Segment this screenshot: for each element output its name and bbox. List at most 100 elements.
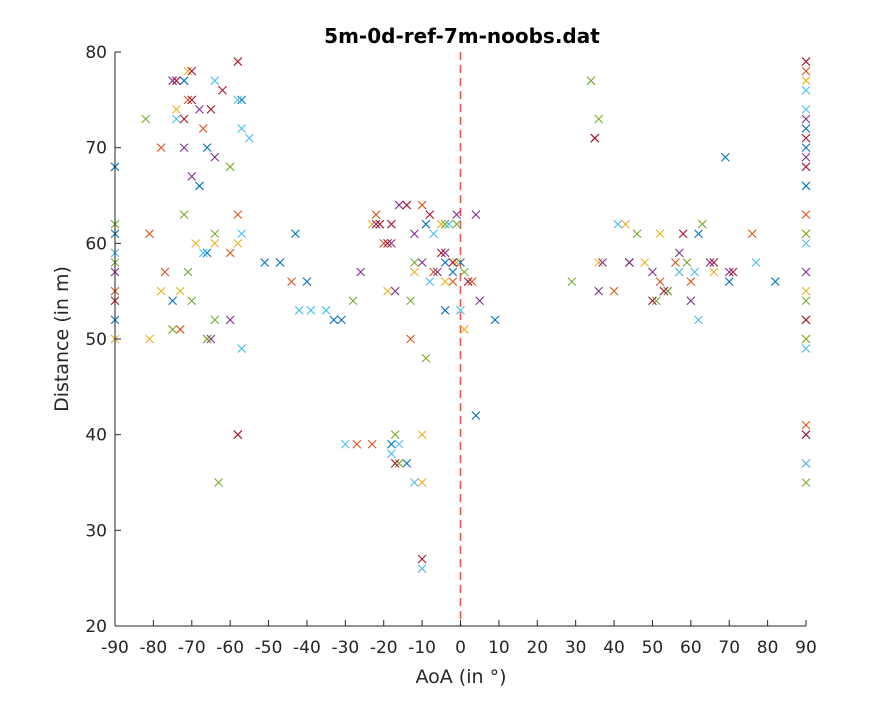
marker-stroke (168, 76, 177, 86)
data-point-x-marker (801, 334, 811, 344)
data-point-x-marker (225, 315, 235, 325)
marker-stroke (179, 143, 189, 153)
data-point-x-marker (421, 219, 431, 229)
data-point-x-marker (179, 143, 189, 153)
data-point-x-marker (141, 114, 151, 124)
x-tick-label: -50 (255, 638, 283, 658)
marker-stroke (179, 76, 189, 86)
data-point-x-marker (456, 258, 465, 267)
plot-area (115, 52, 806, 626)
marker-stroke (306, 305, 316, 315)
marker-stroke (674, 267, 684, 277)
marker-stroke (195, 105, 204, 114)
marker-stroke (747, 229, 757, 239)
marker-stroke (340, 439, 350, 449)
marker-stroke (801, 430, 811, 440)
marker-stroke (410, 478, 419, 487)
marker-stroke (724, 277, 734, 286)
data-point-x-marker (674, 248, 684, 258)
marker-stroke (198, 248, 208, 258)
data-point-x-marker (175, 286, 185, 296)
data-point-x-marker (387, 238, 396, 248)
data-point-x-marker (440, 258, 450, 267)
marker-stroke (206, 334, 216, 344)
marker-stroke (417, 554, 427, 564)
marker-stroke (709, 267, 719, 277)
data-point-x-marker (609, 286, 619, 296)
marker-stroke (801, 124, 811, 133)
data-point-x-marker (590, 133, 600, 143)
marker-stroke (187, 296, 197, 306)
data-point-x-marker (440, 277, 450, 286)
data-point-x-marker (183, 267, 193, 277)
marker-stroke (440, 258, 450, 267)
marker-stroke (202, 334, 212, 344)
data-point-x-marker (697, 219, 707, 229)
data-point-x-marker (145, 334, 154, 344)
marker-stroke (801, 66, 811, 76)
data-point-x-marker (436, 248, 446, 258)
marker-stroke (459, 325, 469, 334)
marker-stroke (429, 267, 439, 277)
data-point-x-marker (233, 57, 243, 66)
marker-stroke (751, 258, 761, 267)
marker-stroke (671, 258, 680, 267)
data-point-x-marker (390, 458, 400, 468)
marker-stroke (663, 286, 673, 296)
marker-stroke (394, 200, 404, 210)
data-point-x-marker (801, 105, 811, 114)
data-point-x-marker (471, 210, 481, 220)
data-point-x-marker (705, 258, 715, 267)
marker-stroke (225, 315, 235, 325)
x-tick-label: 90 (795, 638, 817, 658)
marker-stroke (156, 143, 166, 153)
marker-stroke (237, 95, 247, 105)
data-point-x-marker (801, 124, 811, 133)
data-point-x-marker (452, 210, 462, 220)
x-tick-label: -90 (101, 638, 129, 658)
x-tick-label: 80 (757, 638, 779, 658)
data-point-x-marker (475, 296, 485, 306)
marker-stroke (632, 229, 642, 239)
marker-stroke (452, 219, 462, 229)
data-point-x-marker (214, 478, 224, 487)
data-point-x-marker (640, 258, 650, 267)
data-point-x-marker (801, 143, 811, 153)
data-point-x-marker (390, 430, 400, 440)
marker-stroke (387, 439, 396, 449)
marker-stroke (436, 219, 446, 229)
marker-stroke (406, 296, 415, 306)
data-point-x-marker (244, 133, 254, 143)
data-point-x-marker (160, 267, 170, 277)
marker-stroke (594, 258, 604, 267)
data-point-x-marker (183, 66, 193, 76)
marker-stroke (425, 210, 435, 220)
marker-stroke (801, 296, 811, 306)
data-point-x-marker (237, 344, 247, 353)
data-point-x-marker (172, 76, 181, 86)
marker-stroke (214, 478, 224, 487)
data-point-x-marker (410, 258, 419, 267)
data-point-x-marker (490, 315, 500, 325)
data-point-x-marker (655, 277, 665, 286)
data-point-x-marker (801, 85, 811, 95)
marker-stroke (720, 152, 730, 162)
marker-stroke (237, 229, 247, 239)
marker-stroke (475, 296, 485, 306)
data-point-x-marker (452, 219, 462, 229)
marker-stroke (210, 152, 220, 162)
data-point-x-marker (210, 229, 220, 239)
marker-stroke (375, 219, 385, 229)
data-point-x-marker (287, 277, 296, 286)
data-point-x-marker (459, 325, 469, 334)
data-point-x-marker (709, 258, 719, 267)
data-point-x-marker (294, 305, 304, 315)
data-point-x-marker (406, 334, 415, 344)
data-point-x-marker (801, 66, 811, 76)
data-point-x-marker (801, 162, 811, 172)
data-point-x-marker (410, 267, 419, 277)
marker-stroke (210, 229, 220, 239)
marker-stroke (168, 296, 177, 306)
data-point-x-marker (659, 286, 669, 296)
marker-stroke (594, 114, 604, 124)
